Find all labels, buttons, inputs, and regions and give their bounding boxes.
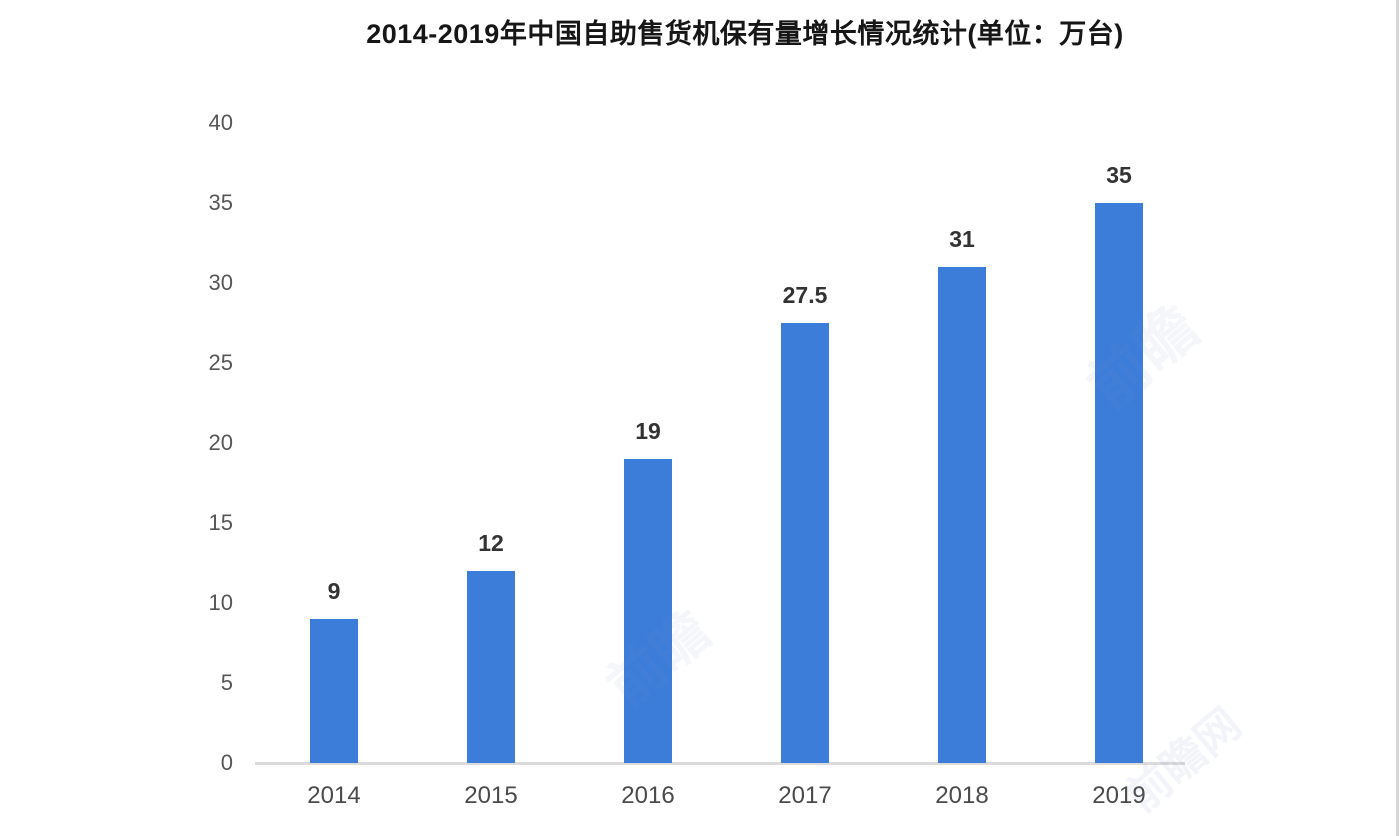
x-tick-label: 2014 [307, 782, 361, 809]
bar-value-label: 12 [478, 530, 504, 556]
image-edge-line [1396, 0, 1399, 836]
bar-value-label: 19 [635, 418, 661, 444]
bar-2014 [310, 619, 358, 763]
bar-value-label: 9 [327, 578, 341, 604]
bar-value-label: 27.5 [782, 282, 828, 308]
y-tick-label: 0 [220, 750, 233, 775]
x-tick-label: 2017 [778, 782, 832, 809]
y-tick-label: 40 [208, 110, 233, 135]
bar-2017 [781, 323, 829, 763]
y-tick-label: 25 [208, 350, 233, 375]
bar-value-label: 35 [1106, 162, 1132, 188]
x-tick-label: 2019 [1092, 782, 1146, 809]
y-tick-label: 20 [208, 430, 233, 455]
x-axis-line [255, 762, 1185, 765]
bar-value-label: 31 [949, 226, 975, 252]
y-tick-label: 35 [208, 190, 233, 215]
bar-2019 [1095, 203, 1143, 763]
chart-title: 2014-2019年中国自助售货机保有量增长情况统计(单位：万台) [366, 19, 1124, 49]
y-tick-label: 15 [208, 510, 233, 535]
y-tick-label: 30 [208, 270, 233, 295]
bar-2016 [624, 459, 672, 763]
bar-2015 [467, 571, 515, 763]
x-tick-label: 2016 [621, 782, 675, 809]
y-tick-label: 10 [208, 590, 233, 615]
bar-2018 [938, 267, 986, 763]
y-tick-label: 5 [220, 670, 233, 695]
x-tick-label: 2018 [935, 782, 989, 809]
x-tick-label: 2015 [464, 782, 518, 809]
